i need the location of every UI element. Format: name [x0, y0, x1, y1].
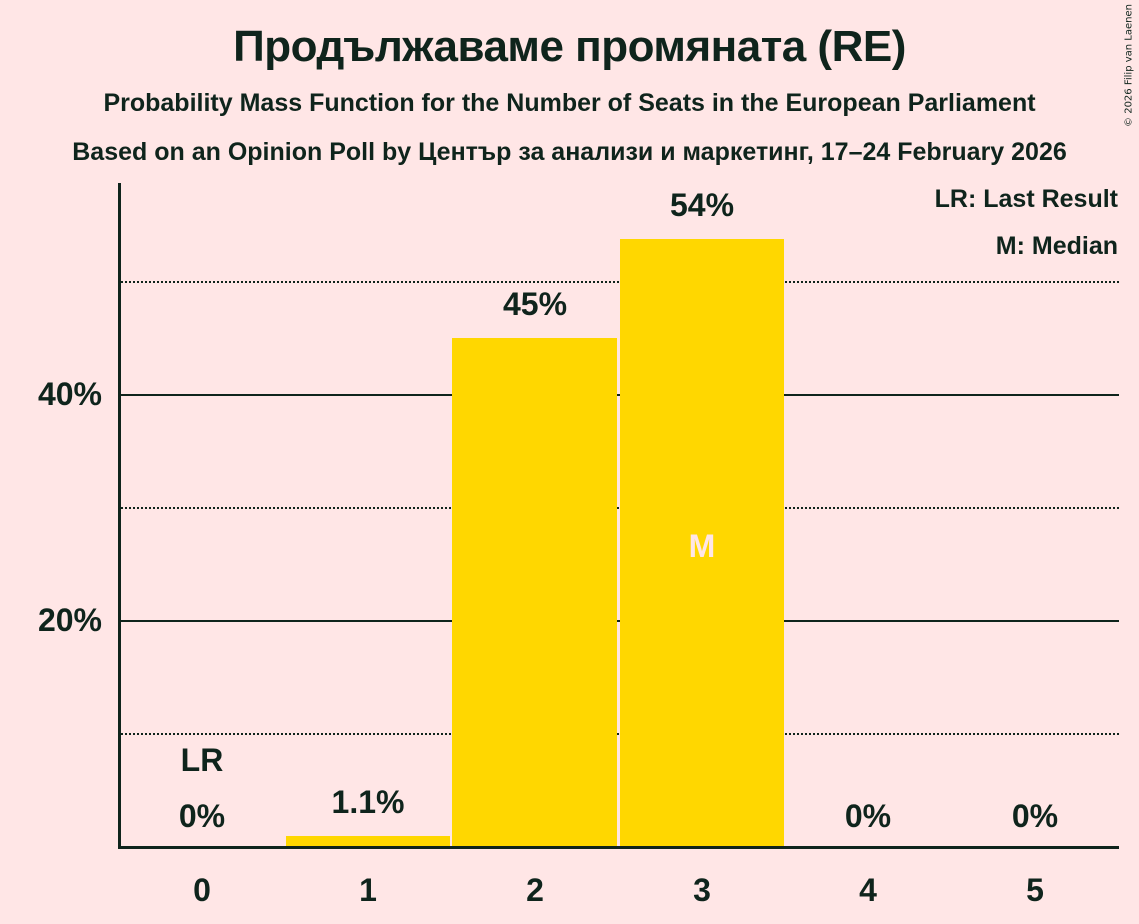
- y-tick-20: 20%: [37, 602, 102, 638]
- bar-2: [452, 338, 617, 847]
- x-axis: [118, 846, 1119, 849]
- bar-1: [286, 836, 450, 847]
- y-tick-40: 40%: [37, 376, 102, 412]
- x-tick-3: 3: [693, 872, 711, 908]
- x-tick-0: 0: [193, 872, 211, 908]
- copyright: © 2026 Filip van Laenen: [1123, 4, 1135, 127]
- chart-title: Продължаваме промяната (RE): [233, 22, 906, 71]
- bar-3: [620, 239, 784, 847]
- last-result-marker: LR: [180, 742, 224, 778]
- chart-source: Based on an Opinion Poll by Център за ан…: [72, 138, 1067, 166]
- x-tick-1: 1: [359, 872, 377, 908]
- chart-subtitle: Probability Mass Function for the Number…: [103, 89, 1036, 117]
- bar-label-5: 0%: [1011, 798, 1059, 834]
- legend-last-result: LR: Last Result: [934, 185, 1118, 213]
- legend-median: M: Median: [995, 232, 1118, 260]
- bar-label-0: 0%: [178, 798, 226, 834]
- bar-label-1: 1.1%: [331, 784, 405, 820]
- median-marker: M: [688, 528, 716, 564]
- x-tick-4: 4: [859, 872, 877, 908]
- x-tick-5: 5: [1026, 872, 1044, 908]
- bar-label-2: 45%: [502, 286, 568, 322]
- bar-label-3: 54%: [669, 187, 735, 223]
- bar-label-4: 0%: [844, 798, 892, 834]
- x-tick-2: 2: [526, 872, 544, 908]
- y-axis: [118, 183, 121, 849]
